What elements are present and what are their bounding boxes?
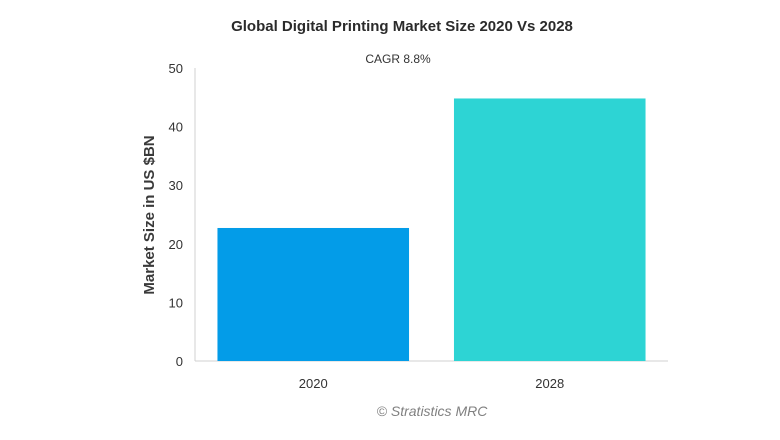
bars (217, 98, 646, 362)
y-tick-label: 20 (169, 237, 183, 252)
x-tick-label: 2020 (299, 376, 328, 391)
chart-title: Global Digital Printing Market Size 2020… (231, 18, 573, 35)
x-tick-labels: 2020 2028 (299, 376, 564, 391)
x-tick-label: 2028 (535, 376, 564, 391)
y-tick-label: 40 (169, 120, 183, 135)
y-tick-labels: 0 10 20 30 40 50 (169, 61, 183, 369)
bar-2028 (453, 98, 646, 362)
y-tick-label: 30 (169, 178, 183, 193)
y-axis-label: Market Size in US $BN (141, 135, 158, 294)
chart-subtitle: CAGR 8.8% (365, 52, 431, 66)
source-credit: © Stratistics MRC (377, 403, 489, 419)
y-tick-label: 0 (176, 354, 183, 369)
y-tick-label: 50 (169, 61, 183, 76)
y-tick-label: 10 (169, 295, 183, 310)
bar-2020 (217, 227, 410, 361)
